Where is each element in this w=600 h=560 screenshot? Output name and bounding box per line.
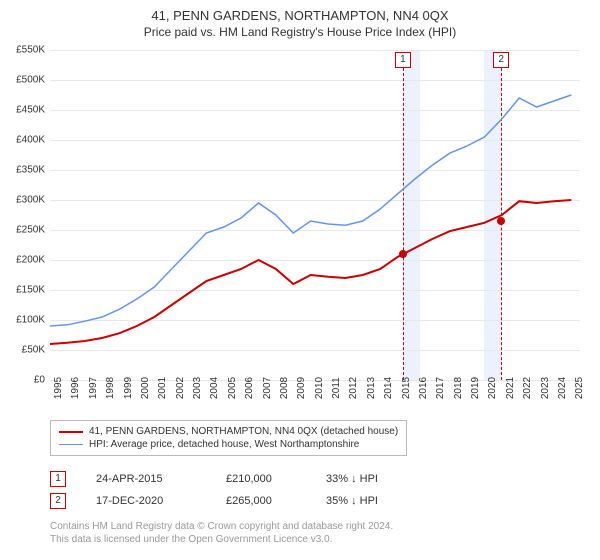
- legend: 41, PENN GARDENS, NORTHAMPTON, NN4 0QX (…: [50, 420, 407, 456]
- x-axis-label: 2018: [453, 377, 464, 399]
- x-axis-label: 2014: [383, 377, 394, 399]
- legend-swatch: [59, 431, 83, 433]
- x-axis-label: 2023: [540, 377, 551, 399]
- x-axis-label: 2017: [435, 377, 446, 399]
- footer-attribution: Contains HM Land Registry data © Crown c…: [50, 520, 393, 546]
- x-axis-label: 2006: [244, 377, 255, 399]
- x-axis-label: 2024: [557, 377, 568, 399]
- x-axis-label: 2012: [348, 377, 359, 399]
- x-axis-label: 2002: [175, 377, 186, 399]
- sales-num-box: 2: [50, 493, 66, 509]
- y-axis-label: £150K: [0, 285, 45, 296]
- x-axis-label: 2010: [314, 377, 325, 399]
- x-axis-label: 1996: [70, 377, 81, 399]
- chart-subtitle: Price paid vs. HM Land Registry's House …: [0, 23, 600, 45]
- y-axis-label: £400K: [0, 135, 45, 146]
- chart-lines: [50, 50, 580, 380]
- x-axis-label: 2025: [574, 377, 585, 399]
- chart-area: £0£50K£100K£150K£200K£250K£300K£350K£400…: [50, 50, 580, 380]
- y-axis-label: £200K: [0, 255, 45, 266]
- sales-row: 2 17-DEC-2020 £265,000 35% ↓ HPI: [50, 490, 416, 512]
- x-axis-label: 2008: [279, 377, 290, 399]
- sales-row: 1 24-APR-2015 £210,000 33% ↓ HPI: [50, 468, 416, 490]
- x-axis-label: 2001: [157, 377, 168, 399]
- legend-swatch: [59, 444, 83, 446]
- sales-num-box: 1: [50, 471, 66, 487]
- sales-date: 24-APR-2015: [96, 473, 196, 485]
- sales-date: 17-DEC-2020: [96, 495, 196, 507]
- x-axis-label: 2007: [262, 377, 273, 399]
- x-axis-label: 2011: [331, 377, 342, 399]
- x-axis-label: 2009: [296, 377, 307, 399]
- footer-line2: This data is licensed under the Open Gov…: [50, 533, 393, 546]
- y-axis-label: £0: [0, 375, 45, 386]
- x-axis-label: 1999: [123, 377, 134, 399]
- y-axis-label: £550K: [0, 45, 45, 56]
- x-axis-label: 2005: [227, 377, 238, 399]
- y-axis-label: £450K: [0, 105, 45, 116]
- y-axis-label: £500K: [0, 75, 45, 86]
- y-axis-label: £350K: [0, 165, 45, 176]
- sales-price: £265,000: [226, 495, 296, 507]
- x-axis-label: 2004: [209, 377, 220, 399]
- sales-pct: 35% ↓ HPI: [326, 495, 416, 507]
- x-axis-label: 1995: [53, 377, 64, 399]
- x-axis-label: 2021: [505, 377, 516, 399]
- legend-label: HPI: Average price, detached house, West…: [89, 439, 359, 450]
- x-axis-label: 2020: [487, 377, 498, 399]
- legend-item: 41, PENN GARDENS, NORTHAMPTON, NN4 0QX (…: [59, 425, 398, 438]
- y-axis-label: £250K: [0, 225, 45, 236]
- footer-line1: Contains HM Land Registry data © Crown c…: [50, 520, 393, 533]
- sales-pct: 33% ↓ HPI: [326, 473, 416, 485]
- legend-label: 41, PENN GARDENS, NORTHAMPTON, NN4 0QX (…: [89, 426, 398, 437]
- sales-table: 1 24-APR-2015 £210,000 33% ↓ HPI 2 17-DEC-202…: [50, 468, 416, 512]
- y-axis-label: £300K: [0, 195, 45, 206]
- x-axis-label: 1997: [88, 377, 99, 399]
- y-axis-label: £50K: [0, 345, 45, 356]
- x-axis-label: 2000: [140, 377, 151, 399]
- x-axis-label: 2019: [470, 377, 481, 399]
- x-axis-label: 2022: [522, 377, 533, 399]
- x-axis-label: 1998: [105, 377, 116, 399]
- legend-item: HPI: Average price, detached house, West…: [59, 438, 398, 451]
- x-axis-label: 2016: [418, 377, 429, 399]
- x-axis-label: 2003: [192, 377, 203, 399]
- chart-title: 41, PENN GARDENS, NORTHAMPTON, NN4 0QX: [0, 0, 600, 23]
- sales-price: £210,000: [226, 473, 296, 485]
- x-axis-label: 2013: [366, 377, 377, 399]
- x-axis-label: 2015: [401, 377, 412, 399]
- y-axis-label: £100K: [0, 315, 45, 326]
- series-hpi: [50, 95, 571, 326]
